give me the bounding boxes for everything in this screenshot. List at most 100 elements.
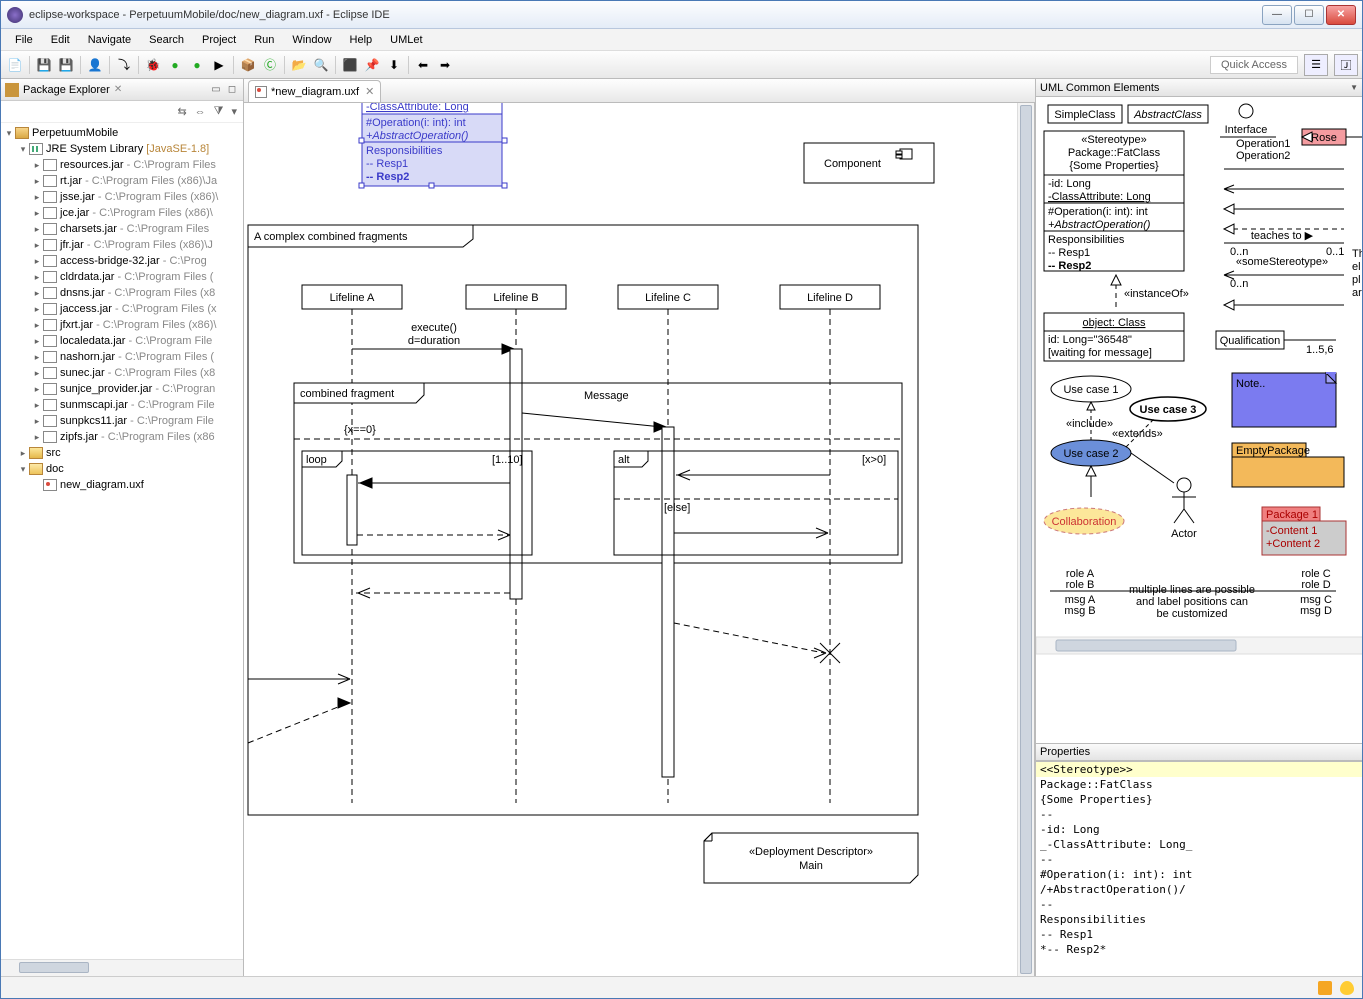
- tree-row[interactable]: ▸resources.jar - C:\Program Files: [1, 157, 243, 173]
- quick-access[interactable]: Quick Access: [1210, 56, 1298, 74]
- tree-row[interactable]: ▸localedata.jar - C:\Program File: [1, 333, 243, 349]
- toolbar: 📄 💾 💾 👤 ⤵ 🐞 ● ● ▶ 📦 Ⓒ 📂 🔍 ⬛ 📌 ⬇ ⬅ ➡ Quic…: [1, 51, 1362, 79]
- editor-tab[interactable]: *new_diagram.uxf ✕: [248, 80, 381, 102]
- svg-text:«someStereotype»: «someStereotype»: [1236, 256, 1328, 268]
- status-bar: [1, 976, 1362, 998]
- tree-row[interactable]: ▸sunjce_provider.jar - C:\Progran: [1, 381, 243, 397]
- tree-row[interactable]: ▸jsse.jar - C:\Program Files (x86)\: [1, 189, 243, 205]
- svg-text:«extends»: «extends»: [1112, 428, 1163, 440]
- run-last-button[interactable]: ▶: [209, 55, 229, 75]
- menu-umlet[interactable]: UMLet: [382, 32, 430, 48]
- save-button[interactable]: 💾: [34, 55, 54, 75]
- tree-row[interactable]: ▸nashorn.jar - C:\Program Files (: [1, 349, 243, 365]
- forward-button[interactable]: ➡: [435, 55, 455, 75]
- close-button[interactable]: ✕: [1326, 5, 1356, 25]
- svg-text:Use case 3: Use case 3: [1140, 404, 1197, 416]
- svg-text:[1..10]: [1..10]: [492, 454, 523, 466]
- menu-file[interactable]: File: [7, 32, 41, 48]
- link-editor-button[interactable]: ⇔: [195, 106, 206, 118]
- project-tree[interactable]: ▾PerpetuumMobile▾JRE System Library [Jav…: [1, 123, 243, 959]
- svg-text:Operation2: Operation2: [1236, 150, 1290, 162]
- back-button[interactable]: ⬅: [413, 55, 433, 75]
- tree-row[interactable]: ▸sunec.jar - C:\Program Files (x8: [1, 365, 243, 381]
- tree-row[interactable]: ▸src: [1, 445, 243, 461]
- view-menu-button[interactable]: ▾: [231, 105, 237, 118]
- menu-search[interactable]: Search: [141, 32, 192, 48]
- open-perspective-button[interactable]: ☰: [1304, 54, 1328, 76]
- eclipse-icon: [7, 7, 23, 23]
- new-class-button[interactable]: Ⓒ: [260, 55, 280, 75]
- search-button[interactable]: 🔍: [311, 55, 331, 75]
- pin-button[interactable]: 📌: [362, 55, 382, 75]
- new-button[interactable]: 📄: [5, 55, 25, 75]
- new-package-button[interactable]: 📦: [238, 55, 258, 75]
- palette[interactable]: SimpleClassAbstractClassInterfaceOperati…: [1036, 97, 1362, 743]
- rss-icon[interactable]: [1318, 981, 1332, 995]
- view-minimize-button[interactable]: ▭: [209, 83, 223, 97]
- menu-project[interactable]: Project: [194, 32, 244, 48]
- tree-row[interactable]: ▸sunmscapi.jar - C:\Program File: [1, 397, 243, 413]
- debug-button[interactable]: 🐞: [143, 55, 163, 75]
- package-explorer-close[interactable]: ✕: [114, 84, 122, 95]
- user-button[interactable]: 👤: [85, 55, 105, 75]
- right-panel: UML Common Elements ▼ SimpleClassAbstrac…: [1035, 79, 1362, 976]
- svg-text:EmptyPackage: EmptyPackage: [1236, 445, 1310, 457]
- palette-dropdown-icon[interactable]: ▼: [1350, 83, 1358, 92]
- editor-vertical-scrollbar[interactable]: [1017, 103, 1034, 976]
- tree-row[interactable]: ▸jaccess.jar - C:\Program Files (x: [1, 301, 243, 317]
- svg-text:SimpleClass: SimpleClass: [1054, 109, 1116, 121]
- menu-help[interactable]: Help: [342, 32, 381, 48]
- tree-row[interactable]: ▸rt.jar - C:\Program Files (x86)\Ja: [1, 173, 243, 189]
- tip-icon[interactable]: [1340, 981, 1354, 995]
- tree-row[interactable]: ▾doc: [1, 461, 243, 477]
- horizontal-scrollbar[interactable]: [1, 959, 243, 976]
- collapse-all-button[interactable]: ⇆: [177, 105, 186, 118]
- minimize-button[interactable]: —: [1262, 5, 1292, 25]
- tree-row[interactable]: ▸charsets.jar - C:\Program Files: [1, 221, 243, 237]
- svg-text:«instanceOf»: «instanceOf»: [1124, 288, 1189, 300]
- tree-row[interactable]: ▾JRE System Library [JavaSE-1.8]: [1, 141, 243, 157]
- svg-text:Message: Message: [584, 390, 629, 402]
- svg-text:msg B: msg B: [1064, 605, 1095, 617]
- svg-text:and label positions can: and label positions can: [1136, 596, 1248, 608]
- svg-text:AbstractClass: AbstractClass: [1133, 109, 1202, 121]
- filter-button[interactable]: ⧩: [214, 105, 224, 118]
- menu-run[interactable]: Run: [246, 32, 282, 48]
- menu-navigate[interactable]: Navigate: [80, 32, 139, 48]
- open-type-button[interactable]: 📂: [289, 55, 309, 75]
- menu-edit[interactable]: Edit: [43, 32, 78, 48]
- run-button[interactable]: ●: [165, 55, 185, 75]
- toggle-button[interactable]: ⬛: [340, 55, 360, 75]
- svg-text:Th: Th: [1352, 248, 1362, 260]
- svg-text:[x>0]: [x>0]: [862, 454, 886, 466]
- tree-row[interactable]: ▸jfr.jar - C:\Program Files (x86)\J: [1, 237, 243, 253]
- diagram-canvas[interactable]: -ClassAttribute: Long#Operation(i: int):…: [244, 103, 1035, 976]
- tree-row[interactable]: ▾PerpetuumMobile: [1, 125, 243, 141]
- svg-text:Responsibilities: Responsibilities: [366, 145, 443, 157]
- svg-text:A complex combined fragments: A complex combined fragments: [254, 231, 408, 243]
- svg-text:el: el: [1352, 261, 1361, 273]
- save-all-button[interactable]: 💾: [56, 55, 76, 75]
- properties-text[interactable]: <<Stereotype>>Package::FatClass{Some Pro…: [1036, 762, 1362, 976]
- svg-text:-ClassAttribute: Long: -ClassAttribute: Long: [366, 103, 469, 113]
- view-maximize-button[interactable]: ◻: [225, 83, 239, 97]
- tree-row[interactable]: ▸jfxrt.jar - C:\Program Files (x86)\: [1, 317, 243, 333]
- tree-row[interactable]: ▸dnsns.jar - C:\Program Files (x8: [1, 285, 243, 301]
- svg-text:+Content 2: +Content 2: [1266, 538, 1320, 550]
- maximize-button[interactable]: ☐: [1294, 5, 1324, 25]
- svg-text:Note..: Note..: [1236, 378, 1265, 390]
- coverage-button[interactable]: ●: [187, 55, 207, 75]
- svg-text:be customized: be customized: [1157, 608, 1228, 620]
- skip-button[interactable]: ⤵: [114, 55, 134, 75]
- tree-row[interactable]: ▸jce.jar - C:\Program Files (x86)\: [1, 205, 243, 221]
- java-perspective-button[interactable]: 🄹: [1334, 54, 1358, 76]
- tree-row[interactable]: ▸cldrdata.jar - C:\Program Files (: [1, 269, 243, 285]
- editor-tab-close[interactable]: ✕: [365, 85, 374, 98]
- svg-text:-id: Long: -id: Long: [1048, 178, 1091, 190]
- tree-row[interactable]: new_diagram.uxf: [1, 477, 243, 493]
- tree-row[interactable]: ▸sunpkcs11.jar - C:\Program File: [1, 413, 243, 429]
- tree-row[interactable]: ▸zipfs.jar - C:\Program Files (x86: [1, 429, 243, 445]
- step-button[interactable]: ⬇: [384, 55, 404, 75]
- tree-row[interactable]: ▸access-bridge-32.jar - C:\Prog: [1, 253, 243, 269]
- menu-window[interactable]: Window: [284, 32, 339, 48]
